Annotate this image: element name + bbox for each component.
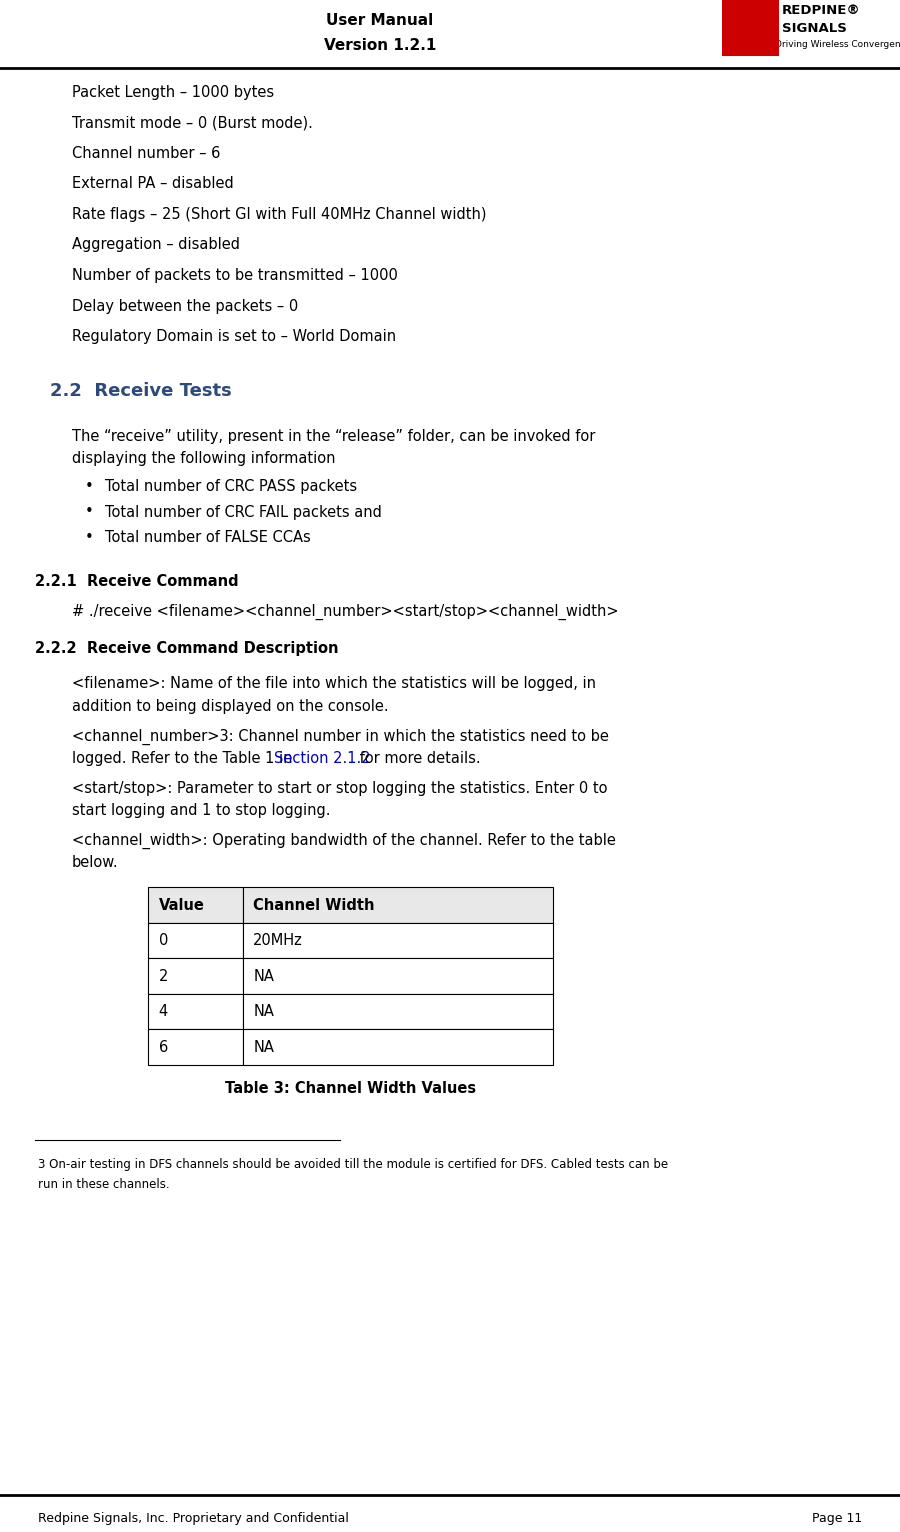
Text: 2.2  Receive Tests: 2.2 Receive Tests: [50, 381, 232, 400]
FancyBboxPatch shape: [722, 0, 778, 57]
Text: Rate flags – 25 (Short GI with Full 40MHz Channel width): Rate flags – 25 (Short GI with Full 40MH…: [72, 207, 487, 222]
FancyBboxPatch shape: [242, 922, 553, 959]
Text: Driving Wireless Convergence®: Driving Wireless Convergence®: [775, 40, 900, 49]
Text: Total number of CRC PASS packets: Total number of CRC PASS packets: [105, 480, 357, 493]
Text: Regulatory Domain is set to – World Domain: Regulatory Domain is set to – World Doma…: [72, 329, 396, 345]
Text: •: •: [85, 530, 94, 545]
Text: displaying the following information: displaying the following information: [72, 450, 336, 466]
Text: User Manual: User Manual: [327, 12, 434, 28]
Text: <channel_width>: Operating bandwidth of the channel. Refer to the table: <channel_width>: Operating bandwidth of …: [72, 833, 616, 849]
Text: REDPINE®: REDPINE®: [782, 5, 860, 17]
Text: Total number of CRC FAIL packets and: Total number of CRC FAIL packets and: [105, 504, 382, 519]
Text: addition to being displayed on the console.: addition to being displayed on the conso…: [72, 699, 389, 714]
FancyBboxPatch shape: [148, 1030, 242, 1065]
Text: 2.2.2  Receive Command Description: 2.2.2 Receive Command Description: [35, 642, 338, 657]
FancyBboxPatch shape: [242, 959, 553, 994]
Text: 2.2.1  Receive Command: 2.2.1 Receive Command: [35, 573, 238, 588]
Text: Delay between the packets – 0: Delay between the packets – 0: [72, 299, 298, 314]
Text: 2: 2: [158, 968, 168, 984]
Text: Page 11: Page 11: [812, 1512, 862, 1524]
Text: <filename>: Name of the file into which the statistics will be logged, in: <filename>: Name of the file into which …: [72, 677, 596, 691]
Text: 0: 0: [158, 933, 168, 948]
Text: Version 1.2.1: Version 1.2.1: [324, 38, 436, 54]
Text: Redpine Signals, Inc. Proprietary and Confidential: Redpine Signals, Inc. Proprietary and Co…: [38, 1512, 349, 1524]
Text: <start/stop>: Parameter to start or stop logging the statistics. Enter 0 to: <start/stop>: Parameter to start or stop…: [72, 781, 608, 797]
Text: 20MHz: 20MHz: [253, 933, 303, 948]
Text: run in these channels.: run in these channels.: [38, 1178, 169, 1190]
Text: Number of packets to be transmitted – 1000: Number of packets to be transmitted – 10…: [72, 268, 398, 283]
Text: Packet Length – 1000 bytes: Packet Length – 1000 bytes: [72, 84, 274, 100]
Text: Section 2.1.2: Section 2.1.2: [274, 752, 370, 766]
FancyBboxPatch shape: [242, 1030, 553, 1065]
Text: Table 3: Channel Width Values: Table 3: Channel Width Values: [225, 1082, 476, 1095]
Text: <channel_number>3: Channel number in which the statistics need to be: <channel_number>3: Channel number in whi…: [72, 729, 609, 745]
Text: •: •: [85, 504, 94, 519]
Text: •: •: [85, 480, 94, 493]
Text: logged. Refer to the Table 1 in: logged. Refer to the Table 1 in: [72, 752, 297, 766]
Text: Channel number – 6: Channel number – 6: [72, 146, 220, 161]
Text: Channel Width: Channel Width: [253, 898, 374, 913]
Text: 4: 4: [158, 1005, 168, 1019]
FancyBboxPatch shape: [148, 994, 242, 1030]
Text: start logging and 1 to stop logging.: start logging and 1 to stop logging.: [72, 803, 330, 818]
Text: below.: below.: [72, 855, 119, 870]
Text: External PA – disabled: External PA – disabled: [72, 176, 234, 192]
Text: Total number of FALSE CCAs: Total number of FALSE CCAs: [105, 530, 310, 545]
Text: SIGNALS: SIGNALS: [782, 21, 847, 35]
Text: # ./receive <filename><channel_number><start/stop><channel_width>: # ./receive <filename><channel_number><s…: [72, 604, 618, 620]
Text: Aggregation – disabled: Aggregation – disabled: [72, 237, 240, 253]
FancyBboxPatch shape: [148, 887, 242, 922]
Text: 6: 6: [158, 1040, 168, 1054]
Text: for more details.: for more details.: [356, 752, 482, 766]
Text: NA: NA: [253, 968, 274, 984]
FancyBboxPatch shape: [148, 922, 242, 959]
FancyBboxPatch shape: [148, 959, 242, 994]
Text: 3 On-air testing in DFS channels should be avoided till the module is certified : 3 On-air testing in DFS channels should …: [38, 1158, 668, 1170]
FancyBboxPatch shape: [242, 994, 553, 1030]
Text: NA: NA: [253, 1040, 274, 1054]
Text: Transmit mode – 0 (Burst mode).: Transmit mode – 0 (Burst mode).: [72, 115, 313, 130]
Text: NA: NA: [253, 1005, 274, 1019]
Text: Value: Value: [158, 898, 204, 913]
Text: The “receive” utility, present in the “release” folder, can be invoked for: The “receive” utility, present in the “r…: [72, 429, 596, 443]
FancyBboxPatch shape: [242, 887, 553, 922]
